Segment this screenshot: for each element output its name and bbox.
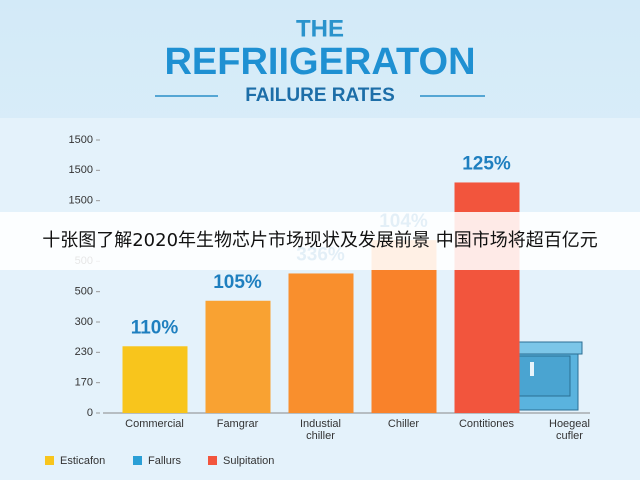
legend-label: Esticafon [60,455,105,467]
y-tick-label: 1500 [69,164,93,176]
y-tick-label: 1500 [69,134,93,146]
overlay-caption: 十张图了解2020年生物芯片市场现状及发展前景 中国市场将超百亿元 [0,212,640,270]
x-tick-label: Hoegeal cufler [549,418,590,442]
chart-title: THE [296,15,344,42]
bar-annotation: 125% [462,153,511,174]
y-tick-label: 0 [87,407,93,419]
legend-label: Sulpitation [223,455,274,467]
bar-annotation: 110% [131,317,179,338]
legend-label: Fallurs [148,455,182,467]
legend-swatch [45,456,54,465]
y-tick-label: 230 [75,346,93,358]
y-tick-label: 500 [75,286,93,298]
bar [122,346,188,413]
x-tick-label: Contitiones [458,418,515,430]
x-tick-label: Chiller [387,418,420,430]
y-tick-label: 170 [75,377,93,389]
x-tick-label: Famgrar [216,418,259,430]
x-tick-label: Commercial [125,418,184,430]
bar [205,300,271,413]
legend-swatch [133,456,142,465]
bar [288,273,354,413]
legend-swatch [208,456,217,465]
bar-annotation: 105% [213,272,262,293]
x-tick-label: Industial chiller [300,418,341,442]
chart-subtitle: REFRIIGERATON [164,41,475,83]
title-line: FAILURE RATES [245,85,395,106]
y-tick-label: 300 [75,316,93,328]
y-tick-label: 1500 [69,195,93,207]
